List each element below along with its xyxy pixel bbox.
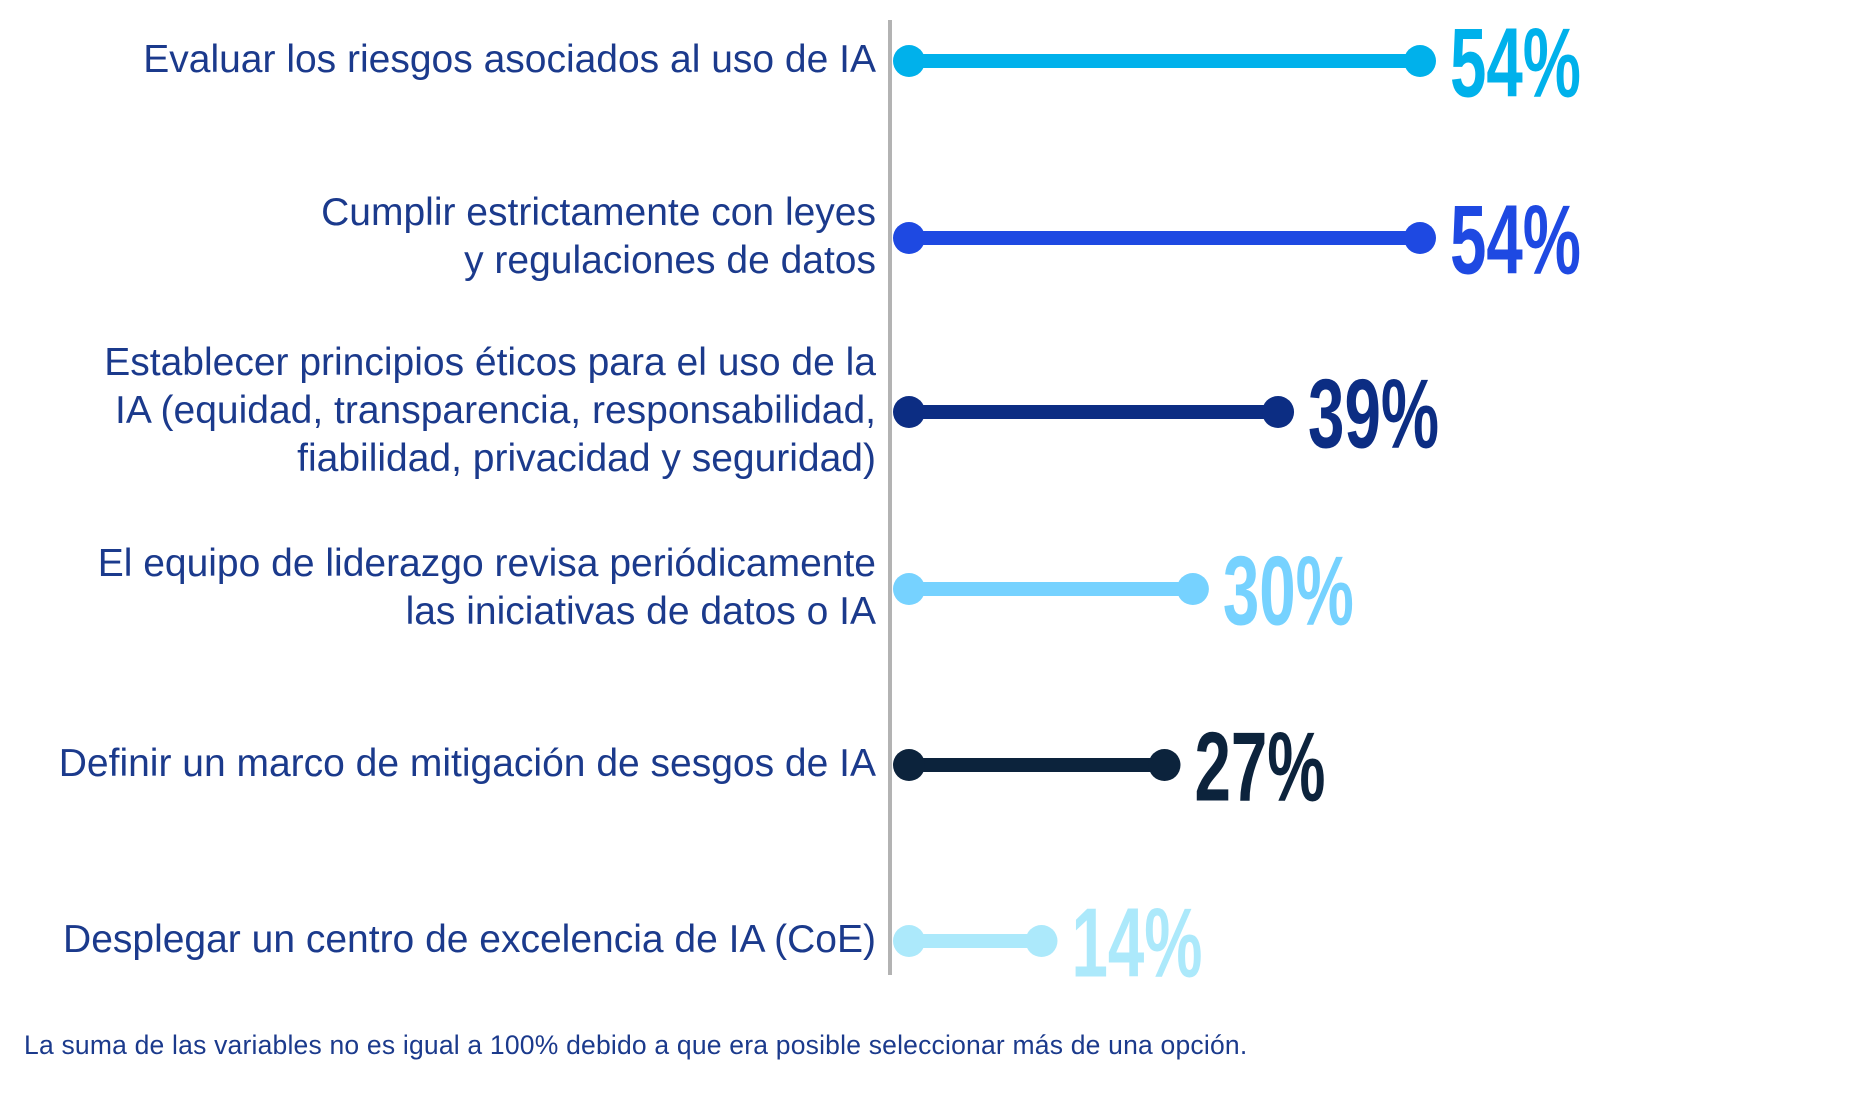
category-label-line: El equipo de liderazgo revisa periódicam… [97, 542, 876, 585]
category-label: Establecer principios éticos para el uso… [104, 339, 876, 483]
category-label: Definir un marco de mitigación de sesgos… [59, 740, 876, 788]
bar-end-dot [1262, 396, 1295, 428]
bar-start-dot [893, 925, 925, 957]
category-label-line: y regulaciones de datos [464, 239, 876, 282]
bar-end-dot [1404, 45, 1436, 77]
category-label-line: Cumplir estrictamente con leyes [321, 191, 876, 234]
bar-3: 39% [893, 358, 1439, 468]
bar-end-dot [1176, 573, 1209, 605]
category-label-line: Definir un marco de mitigación de sesgos… [58, 742, 876, 785]
category-label-line: Evaluar los riesgos asociados al uso de … [143, 38, 876, 81]
category-label-line: Establecer principios éticos para el uso… [104, 341, 876, 384]
bar-5: 27% [893, 711, 1326, 821]
value-label: 39% [1308, 358, 1439, 468]
value-label: 27% [1195, 711, 1326, 821]
category-label: El equipo de liderazgo revisa periódicam… [98, 540, 876, 636]
value-label: 54% [1450, 7, 1581, 117]
footnote: La suma de las variables no es igual a 1… [24, 1030, 1248, 1060]
category-label: Desplegar un centro de excelencia de IA … [63, 916, 876, 964]
value-label: 30% [1223, 535, 1354, 645]
category-label-line: Desplegar un centro de excelencia de IA … [63, 918, 876, 961]
value-label: 54% [1450, 184, 1581, 294]
bar-1: 54% [893, 7, 1581, 117]
bar-4: 30% [893, 535, 1354, 645]
category-label: Cumplir estrictamente con leyes y regulac… [321, 189, 876, 285]
category-label: Evaluar los riesgos asociados al uso de … [143, 36, 876, 84]
category-label-line: fiabilidad, privacidad y seguridad) [297, 437, 876, 480]
bar-start-dot [893, 396, 925, 428]
value-label: 14% [1071, 887, 1202, 997]
bar-2: 54% [893, 184, 1581, 294]
bar-start-dot [893, 45, 925, 77]
bar-start-dot [893, 573, 925, 605]
category-label-line: IA (equidad, transparencia, responsabili… [115, 389, 876, 432]
bar-start-dot [893, 749, 925, 781]
bar-start-dot [893, 222, 925, 254]
bar-end-dot [1025, 925, 1058, 957]
category-label-line: las iniciativas de datos o IA [405, 590, 876, 633]
bar-end-dot [1404, 222, 1436, 254]
bar-6: 14% [893, 887, 1202, 997]
bar-end-dot [1148, 749, 1181, 781]
